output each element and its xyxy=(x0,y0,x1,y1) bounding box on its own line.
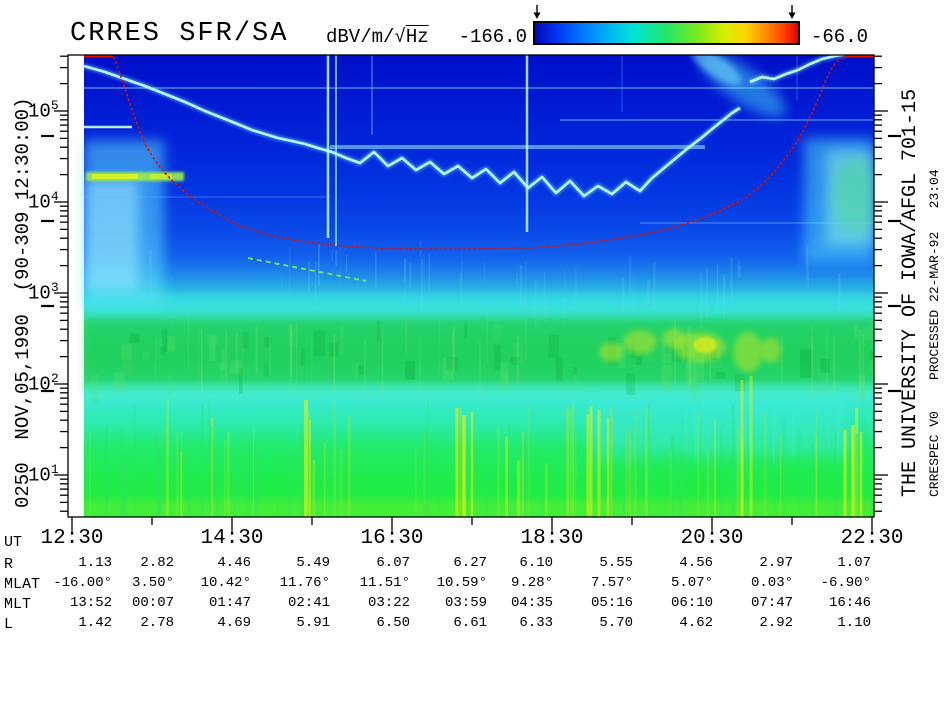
ut-tick-label: 18:30 xyxy=(520,527,584,550)
ephemeris-value: 5.91 xyxy=(296,615,330,631)
ephemeris-value: 5.55 xyxy=(599,555,633,571)
ephemeris-value: 6.61 xyxy=(453,615,487,631)
ephemeris-value: 1.13 xyxy=(78,555,112,571)
ut-tick-label: 20:30 xyxy=(680,527,744,550)
y-tick-label: 104 xyxy=(28,189,59,214)
ephemeris-value: 01:47 xyxy=(208,595,251,611)
ephemeris-value: 6.27 xyxy=(453,555,487,571)
ephemeris-value: 2.97 xyxy=(759,555,793,571)
ephemeris-value: 7.57° xyxy=(590,575,633,591)
ut-tick-label: 16:30 xyxy=(360,527,424,550)
ephemeris-value: 00:07 xyxy=(131,595,174,611)
ephemeris-value: -6.90° xyxy=(820,575,871,591)
colorbar-marker-left xyxy=(533,5,541,19)
ephemeris-value: 4.56 xyxy=(679,555,713,571)
row-label-r: R xyxy=(4,556,14,573)
ephemeris-value: 02:41 xyxy=(287,595,330,611)
ephemeris-value: 1.42 xyxy=(78,615,112,631)
y-tick-label: 103 xyxy=(28,280,59,305)
ephemeris-value: 6.50 xyxy=(376,615,410,631)
row-label-ut: UT xyxy=(4,534,23,551)
ephemeris-value: 13:52 xyxy=(69,595,112,611)
ephemeris-value: 1.07 xyxy=(837,555,871,571)
ephemeris-value: 1.10 xyxy=(837,615,871,631)
colorbar-min-value: -166.0 xyxy=(458,26,527,48)
ephemeris-value: 4.46 xyxy=(217,555,251,571)
row-label-mlat: MLAT xyxy=(4,576,41,593)
colorbar-marker-right xyxy=(788,5,796,19)
ephemeris-value: 5.70 xyxy=(599,615,633,631)
colorbar-units-label: dBV/m/√Hz xyxy=(326,26,429,48)
cyan-emission-trace xyxy=(749,55,849,84)
red-dotted-curve xyxy=(113,55,848,251)
y-tick-label: 105 xyxy=(28,98,59,123)
ut-tick-label: 22:30 xyxy=(840,527,904,550)
ephemeris-value: 3.50° xyxy=(131,575,174,591)
ephemeris-value: 05:16 xyxy=(590,595,633,611)
ephemeris-value: 16:46 xyxy=(828,595,871,611)
ephemeris-value: 10.42° xyxy=(200,575,251,591)
ephemeris-value: 6.10 xyxy=(519,555,553,571)
ephemeris-value: 6.07 xyxy=(376,555,410,571)
ephemeris-value: 10.59° xyxy=(436,575,487,591)
ephemeris-value: 9.28° xyxy=(510,575,553,591)
colorbar-max-value: -66.0 xyxy=(811,26,869,48)
ut-tick-label: 12:30 xyxy=(40,527,104,550)
units-hz-overline: Hz xyxy=(405,26,429,48)
ephemeris-value: 5.07° xyxy=(670,575,713,591)
axes xyxy=(41,54,901,531)
ephemeris-value: 4.62 xyxy=(679,615,713,631)
ut-tick-label: 14:30 xyxy=(200,527,264,550)
ephemeris-value: 4.69 xyxy=(217,615,251,631)
units-text: dBV/m/√ xyxy=(326,26,406,48)
ephemeris-value: 6.33 xyxy=(519,615,553,631)
plot-title: CRRES SFR/SA xyxy=(70,19,289,49)
ephemeris-value: 03:22 xyxy=(367,595,410,611)
row-label-mlt: MLT xyxy=(4,596,32,613)
row-label-l: L xyxy=(4,616,14,633)
processing-info-label: CRRESPEC V0 PROCESSED 22-MAR-92 23:04 xyxy=(927,169,942,497)
ephemeris-value: 07:47 xyxy=(750,595,793,611)
ephemeris-value: 5.49 xyxy=(296,555,330,571)
cyan-emission-trace xyxy=(83,64,741,198)
ephemeris-value: 04:35 xyxy=(510,595,553,611)
colorbar xyxy=(533,21,800,45)
ephemeris-value: 03:59 xyxy=(444,595,487,611)
ephemeris-value: 2.82 xyxy=(140,555,174,571)
ephemeris-value: 06:10 xyxy=(670,595,713,611)
spectrogram-content xyxy=(83,55,874,517)
ephemeris-value: 0.03° xyxy=(750,575,793,591)
institution-label: THE UNIVERSITY OF IOWA/AFGL 701-15 xyxy=(899,88,922,497)
y-tick-label: 101 xyxy=(28,462,59,487)
y-tick-label: 102 xyxy=(28,371,59,396)
ephemeris-value: -16.00° xyxy=(53,575,112,591)
ephemeris-value: 2.78 xyxy=(140,615,174,631)
ephemeris-value: 11.76° xyxy=(279,575,330,591)
ephemeris-value: 11.51° xyxy=(359,575,410,591)
ephemeris-value: 2.92 xyxy=(759,615,793,631)
